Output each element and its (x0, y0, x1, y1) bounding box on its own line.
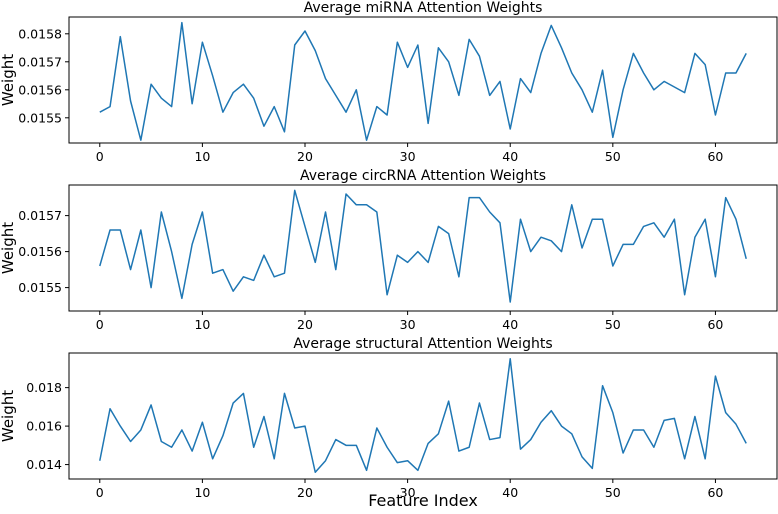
chart-title: Average structural Attention Weights (293, 336, 552, 352)
x-tick-label: 20 (297, 317, 313, 332)
x-tick-label: 50 (605, 317, 621, 332)
x-tick-label: 60 (707, 149, 723, 164)
x-tick-label: 60 (707, 485, 723, 500)
x-tick-label: 30 (400, 317, 416, 332)
plot-frame (68, 16, 778, 144)
figure-x-axis-label: Feature Index (368, 491, 478, 510)
y-tick-label: 0.0155 (18, 110, 62, 125)
x-tick-label: 20 (297, 485, 313, 500)
y-tick-label: 0.0156 (18, 82, 62, 97)
x-tick-label: 10 (194, 485, 210, 500)
x-tick-label: 10 (194, 317, 210, 332)
plot-frame (68, 352, 778, 480)
y-tick-label: 0.0157 (18, 208, 62, 223)
y-tick-label: 0.016 (26, 419, 62, 434)
y-tick-label: 0.018 (26, 380, 62, 395)
y-tick-label: 0.0156 (18, 244, 62, 259)
chart-title: Average circRNA Attention Weights (300, 168, 546, 184)
x-tick-label: 50 (605, 149, 621, 164)
series-line (99, 21, 747, 141)
chart-title: Average miRNA Attention Weights (304, 0, 543, 16)
x-tick-label: 0 (96, 317, 104, 332)
y-axis-label: Weight (0, 54, 17, 106)
series-line (99, 358, 747, 474)
chart-panel-1: Average miRNA Attention Weights Weight 0 10… (0, 0, 778, 164)
x-tick-label: 0 (96, 149, 104, 164)
chart-panel-2: Average circRNA Attention WeightsWeight0… (0, 168, 778, 332)
x-tick-label: 40 (502, 149, 518, 164)
x-tick-label: 20 (297, 149, 313, 164)
y-tick-label: 0.0158 (18, 26, 62, 41)
x-tick-label: 0 (96, 485, 104, 500)
x-tick-label: 40 (502, 485, 518, 500)
x-tick-label: 30 (400, 149, 416, 164)
series-line (99, 189, 747, 303)
x-tick-label: 60 (707, 317, 723, 332)
x-tick-label: 40 (502, 317, 518, 332)
x-tick-label: 10 (194, 149, 210, 164)
y-tick-label: 0.0155 (18, 280, 62, 295)
x-tick-label: 50 (605, 485, 621, 500)
y-tick-label: 0.014 (26, 457, 62, 472)
y-tick-label: 0.0157 (18, 54, 62, 69)
y-axis-label: Weight (0, 390, 17, 442)
y-axis-label: Weight (0, 222, 17, 274)
plot-frame (68, 184, 778, 312)
x-tick-label: 30 (400, 485, 416, 500)
chart-panel-3: Average structural Attention Weights Weig… (0, 336, 778, 500)
